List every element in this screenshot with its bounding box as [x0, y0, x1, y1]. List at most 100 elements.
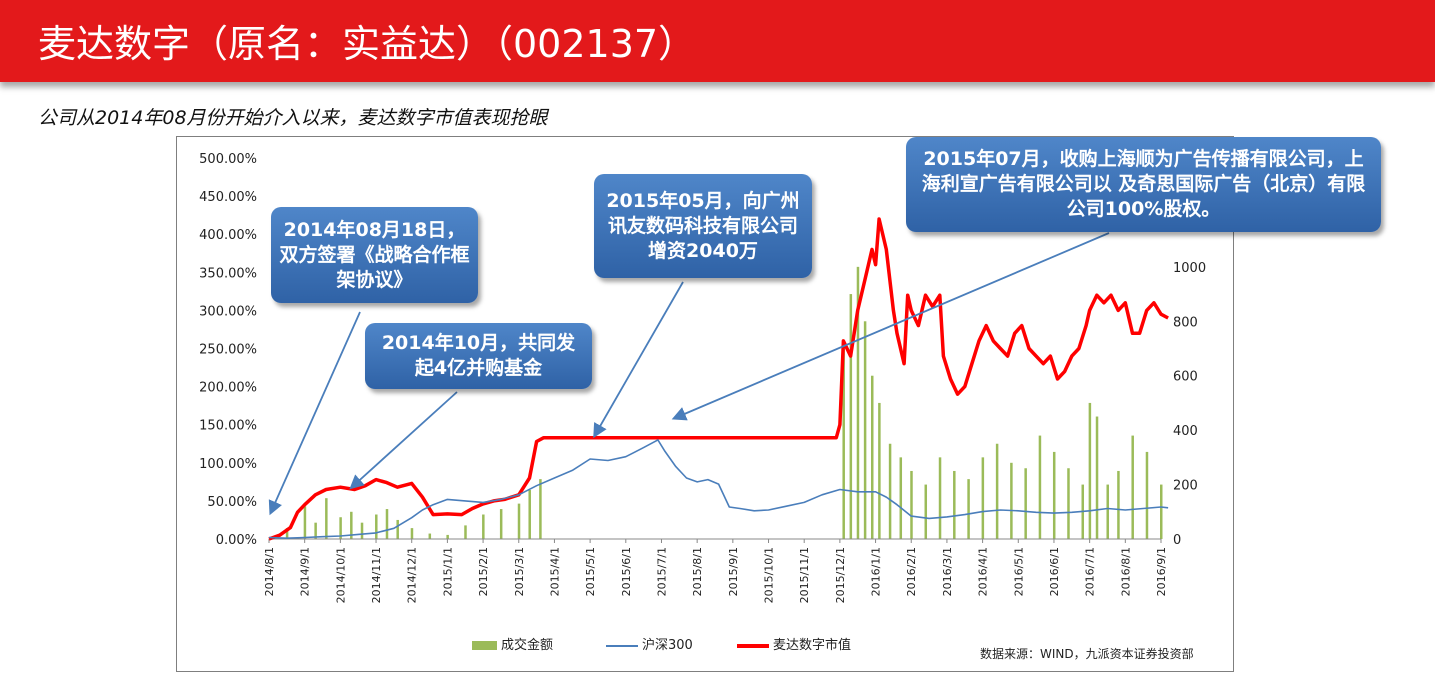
volume-bar: [856, 266, 860, 539]
y-left-tick-label: 350.00%: [199, 266, 257, 281]
chart: 0.00% 50.00% 100.00% 150.00% 200.00% 250.00% 3…: [199, 152, 1206, 603]
volume-bar: [446, 534, 449, 539]
x-tick-label: 2014/11/1: [370, 547, 383, 603]
x-tick-label: 2015/3/1: [513, 547, 526, 596]
callout-investment: 2015年05月，向广州讯友数码科技有限公司增资2040万: [594, 174, 812, 278]
volume-bar: [1145, 451, 1149, 539]
x-tick-label: 2015/1/1: [441, 547, 454, 596]
callout-acquisition: 2015年07月，收购上海顺为广告传播有限公司，上海利宣广告有限公司以 及奇思国…: [906, 137, 1381, 232]
volume-bar: [878, 402, 881, 539]
y-right-tick-label: 1000: [1173, 261, 1206, 276]
volume-bar: [1038, 435, 1042, 539]
volume-bar: [1067, 468, 1070, 539]
volume-bar: [528, 490, 531, 539]
volume-bar: [1010, 462, 1013, 539]
x-tick-label: 2016/5/1: [1012, 547, 1025, 596]
x-tick-label: 2016/3/1: [941, 547, 954, 596]
volume-bar: [385, 509, 389, 539]
subtitle: 公司从2014年08月份开始介入以来，麦达数字市值表现抢眼: [38, 107, 548, 129]
y-left-tick-label: 200.00%: [199, 381, 257, 396]
volume-bar: [899, 457, 903, 539]
volume-bars: [285, 266, 1163, 539]
legend-line2: 麦达数字市值: [737, 634, 851, 653]
legend-bars: 成交金额: [472, 634, 553, 653]
x-tick-label: 2015/4/1: [548, 547, 561, 596]
volume-bar: [1106, 484, 1109, 539]
volume-bar: [350, 511, 353, 539]
volume-bar: [1117, 470, 1120, 539]
volume-bar: [325, 498, 328, 539]
volume-bar: [303, 506, 307, 539]
x-tick-label: 2014/12/1: [406, 547, 419, 603]
callout-mna-fund: 2014年10月，共同发起4亿并购基金: [365, 323, 592, 389]
y-left-tick-label: 450.00%: [199, 190, 257, 205]
axes: 0.00% 50.00% 100.00% 150.00% 200.00% 250.00% 3…: [199, 152, 1206, 603]
x-tick-label: 2015/7/1: [655, 547, 668, 596]
volume-bar: [888, 443, 892, 539]
series-lines: [268, 217, 1169, 541]
annotation-arrow: [671, 232, 1110, 421]
x-tick-label: 2015/6/1: [620, 547, 633, 596]
x-tick-label: 2016/6/1: [1048, 547, 1061, 596]
annotation-arrow: [593, 281, 684, 439]
volume-bar: [1088, 402, 1092, 539]
volume-bar: [924, 484, 928, 539]
line-hs300: [268, 439, 1169, 539]
page-title: 麦达数字（原名：实益达）（002137）: [38, 22, 697, 66]
callout-strategic-agreement: 2014年08月18日，双方签署《战略合作框架协议》: [271, 207, 478, 303]
volume-bar: [842, 348, 845, 539]
legend-line1-label: 沪深300: [642, 638, 693, 653]
annotation-arrow: [349, 391, 458, 490]
y-left-tick-label: 400.00%: [199, 228, 257, 243]
volume-bar: [314, 522, 317, 539]
volume-bar: [539, 479, 542, 539]
x-tick-label: 2015/10/1: [763, 547, 776, 603]
volume-bar: [396, 519, 399, 539]
volume-bar: [1052, 451, 1056, 539]
y-right-tick-label: 600: [1173, 370, 1198, 385]
legend-line2-label: 麦达数字市值: [773, 638, 852, 653]
volume-bar: [1024, 468, 1027, 539]
volume-bar: [849, 294, 853, 539]
y-left-tick-label: 250.00%: [199, 343, 257, 358]
x-tick-label: 2016/1/1: [870, 547, 883, 596]
y-right-tick-label: 200: [1173, 479, 1198, 494]
y-left-tick-label: 500.00%: [199, 152, 257, 167]
x-tick-label: 2015/11/1: [798, 547, 811, 603]
volume-bar: [863, 321, 867, 539]
x-tick-label: 2015/2/1: [477, 547, 490, 596]
legend-bar-swatch: [472, 641, 497, 650]
annotation-arrows: [268, 232, 1110, 516]
x-tick-label: 2016/4/1: [977, 547, 990, 596]
legend-line1-swatch: [606, 644, 638, 647]
volume-bar: [910, 470, 913, 539]
y-left-tick-label: 100.00%: [199, 457, 257, 472]
y-right-tick-label: 0: [1173, 533, 1181, 548]
volume-bar: [482, 514, 485, 539]
volume-bar: [517, 503, 521, 539]
x-tick-label: 2016/7/1: [1084, 547, 1097, 596]
volume-bar: [499, 509, 503, 539]
x-tick-label: 2016/9/1: [1155, 547, 1168, 596]
x-tick-label: 2014/9/1: [299, 547, 312, 596]
legend-line1: 沪深300: [606, 634, 693, 653]
y-right-tick-label: 400: [1173, 424, 1198, 439]
volume-bar: [428, 533, 432, 539]
volume-bar: [410, 528, 414, 539]
y-left-tick-label: 0.00%: [216, 533, 257, 548]
volume-bar: [285, 528, 289, 539]
volume-bar: [375, 514, 378, 539]
y-right-tick-label: 800: [1173, 315, 1198, 330]
volume-bar: [938, 457, 942, 539]
volume-bar: [1160, 484, 1163, 539]
x-tick-label: 2015/8/1: [691, 547, 704, 596]
x-tick-label: 2015/12/1: [834, 547, 847, 603]
volume-bar: [981, 457, 985, 539]
x-tick-label: 2015/5/1: [584, 547, 597, 596]
data-source: 数据来源：WIND，九派资本证券投资部: [980, 647, 1194, 661]
volume-bar: [1095, 416, 1099, 539]
volume-bar: [339, 517, 342, 539]
volume-bar: [995, 443, 999, 539]
volume-bar: [360, 522, 364, 539]
y-left-tick-label: 300.00%: [199, 304, 257, 319]
